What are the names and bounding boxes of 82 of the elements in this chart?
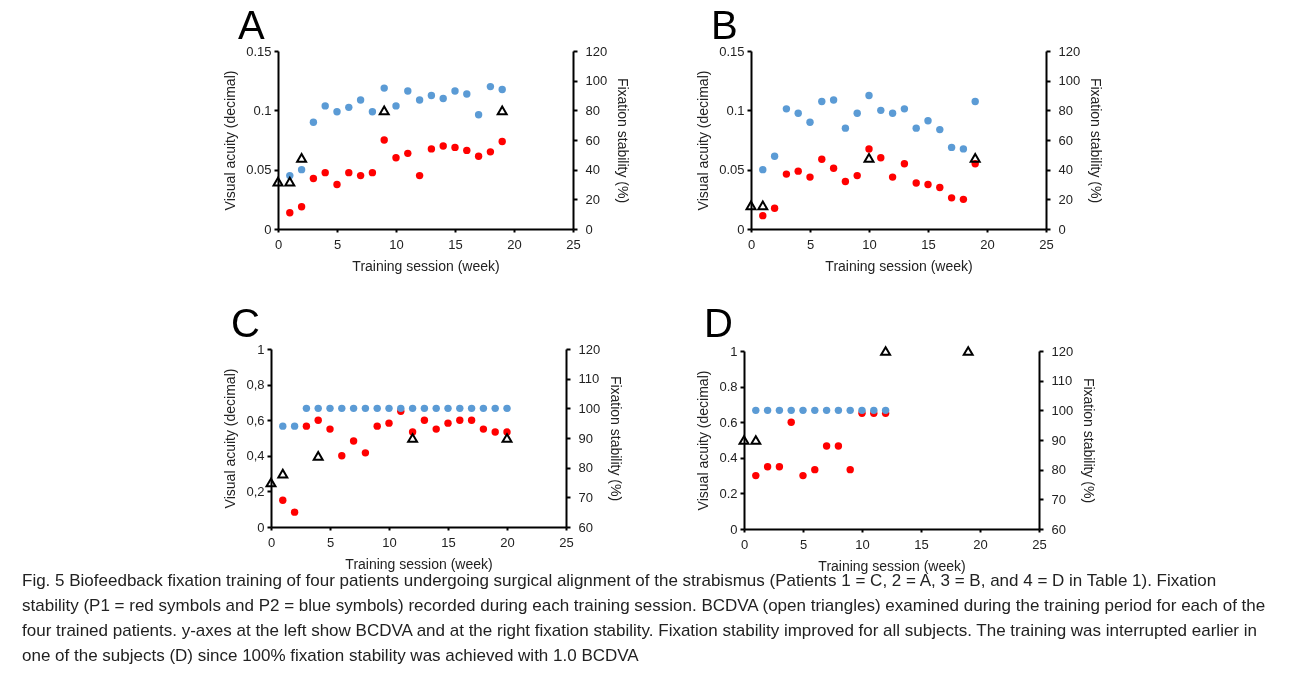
y2-tick-label: 80 [578,460,593,476]
y-tick-label: 0,6 [246,412,265,428]
y2-axis-title: Fixation stability (%) [1088,77,1105,204]
x-tick-label: 5 [806,236,815,252]
x-tick-label: 5 [333,236,342,252]
y-tick-label: 0.4 [719,450,738,466]
y2-tick-label: 80 [1051,462,1066,478]
y2-tick-label: 120 [1051,343,1074,359]
y2-tick-label: 40 [585,162,600,178]
y2-axis-title: Fixation stability (%) [608,375,625,502]
y-tick-label: 0.1 [253,102,272,118]
y2-tick-label: 0 [1058,221,1066,237]
x-tick-label: 10 [382,534,397,550]
y-tick-label: 0.2 [719,485,738,501]
y2-tick-label: 60 [578,519,593,535]
y2-tick-label: 120 [578,341,601,357]
x-tick-label: 10 [855,536,870,552]
y-axis-title: Visual acuity (decimal) [222,70,239,211]
x-tick-label: 15 [914,536,929,552]
x-tick-label: 25 [566,236,581,252]
y2-tick-label: 80 [1058,102,1073,118]
x-tick-label: 15 [921,236,936,252]
y2-tick-label: 100 [1051,402,1074,418]
y-axis-title: Visual acuity (decimal) [695,70,712,211]
y-tick-label: 0.6 [719,414,738,430]
y-tick-label: 1 [730,343,738,359]
y2-tick-label: 60 [1051,521,1066,537]
x-axis-title: Training session (week) [825,257,973,274]
y2-tick-label: 0 [585,221,593,237]
x-tick-label: 20 [973,536,988,552]
y2-tick-label: 110 [578,371,600,387]
x-tick-label: 10 [389,236,404,252]
y-tick-label: 0 [257,519,265,535]
chart-title: C [231,301,260,345]
x-tick-label: 10 [862,236,877,252]
x-tick-label: 20 [507,236,522,252]
x-tick-label: 15 [448,236,463,252]
y2-tick-label: 80 [585,102,600,118]
y2-tick-label: 90 [1051,432,1066,448]
y-tick-label: 0.8 [719,379,738,395]
y2-tick-label: 20 [585,191,600,207]
chart-title: D [704,301,733,346]
y-axis-title: Visual acuity (decimal) [695,370,712,511]
y2-tick-label: 60 [1058,132,1073,148]
x-tick-label: 0 [747,236,756,252]
y-tick-label: 0 [264,221,272,237]
y-tick-label: 0,8 [246,377,265,393]
y-tick-label: 0.05 [719,162,745,178]
y-axis-title: Visual acuity (decimal) [222,368,239,509]
y2-tick-label: 70 [578,489,593,505]
x-axis-title: Training session (week) [818,557,966,574]
y2-tick-label: 40 [1058,162,1073,178]
x-tick-label: 20 [500,534,515,550]
y-tick-label: 0 [737,221,745,237]
x-axis-title: Training session (week) [352,257,500,274]
y-tick-label: 0.05 [246,162,272,178]
x-axis-title: Training session (week) [345,555,493,572]
y2-axis-title: Fixation stability (%) [615,77,632,204]
y2-tick-label: 70 [1051,491,1066,507]
x-tick-label: 25 [1032,536,1047,552]
y2-tick-label: 100 [578,400,601,416]
y2-tick-label: 120 [585,43,608,59]
y2-tick-label: 100 [1058,73,1081,89]
y2-axis-title: Fixation stability (%) [1081,377,1098,504]
y2-tick-label: 120 [1058,43,1081,59]
y2-tick-label: 20 [1058,191,1073,207]
y2-tick-label: 60 [585,132,600,148]
x-tick-label: 20 [980,236,995,252]
x-tick-label: 0 [274,236,283,252]
x-tick-label: 5 [799,536,808,552]
x-tick-label: 5 [326,534,335,550]
y-tick-label: 0,2 [246,483,265,499]
y2-tick-label: 110 [1051,373,1073,389]
x-tick-label: 15 [441,534,456,550]
x-tick-label: 25 [1039,236,1054,252]
y-tick-label: 1 [257,341,265,357]
y2-tick-label: 100 [585,73,608,89]
y-tick-label: 0.1 [726,102,745,118]
y-tick-label: 0 [730,521,738,537]
x-tick-label: 25 [559,534,574,550]
y2-tick-label: 90 [578,430,593,446]
y-tick-label: 0,4 [246,448,265,464]
